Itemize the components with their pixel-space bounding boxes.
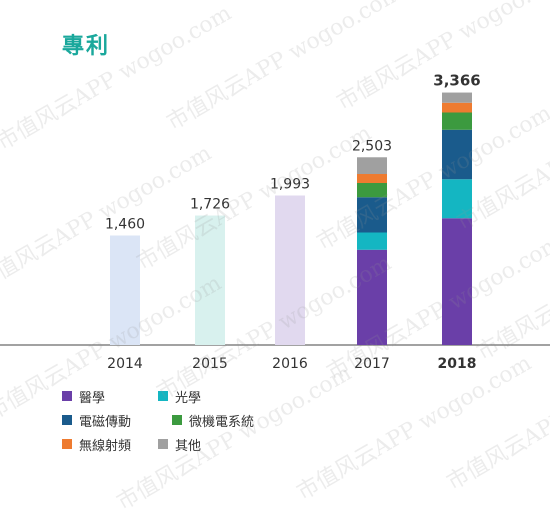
legend-swatch-2 bbox=[62, 415, 72, 425]
legend-label-2: 電磁傳動 bbox=[79, 414, 132, 430]
legend-swatch-5 bbox=[158, 439, 168, 449]
legend-swatch-3 bbox=[172, 415, 182, 425]
bar-segment-2017-0 bbox=[357, 249, 387, 345]
legend-swatch-4 bbox=[62, 439, 72, 449]
bar-segment-2017-3 bbox=[357, 183, 387, 198]
legend-label-0: 醫學 bbox=[79, 390, 106, 406]
legend-item-0: 醫學 bbox=[62, 386, 158, 406]
legend-item-5: 其他 bbox=[158, 434, 268, 454]
legend-item-4: 無線射頻 bbox=[62, 434, 158, 454]
x-tick-label-2018: 2018 bbox=[438, 356, 477, 372]
legend-label-5: 其他 bbox=[175, 438, 202, 454]
data-label-2014: 1,460 bbox=[105, 217, 145, 233]
data-label-2018: 3,366 bbox=[433, 72, 480, 90]
bar-segment-2018-0 bbox=[442, 218, 472, 345]
bar-segment-2017-2 bbox=[357, 197, 387, 233]
bar-segment-2018-1 bbox=[442, 179, 472, 219]
x-tick-label-2015: 2015 bbox=[192, 356, 228, 372]
bar-segment-2018-4 bbox=[442, 102, 472, 113]
bar-2015 bbox=[195, 215, 225, 345]
data-label-2015: 1,726 bbox=[190, 197, 230, 213]
x-tick-label-2016: 2016 bbox=[272, 356, 308, 372]
legend-label-3: 微機電系統 bbox=[189, 414, 255, 430]
legend: 醫學 光學電磁傳動 微機電系統無線射頻 其他 bbox=[62, 386, 362, 454]
legend-swatch-1 bbox=[158, 391, 168, 401]
data-label-2016: 1,993 bbox=[270, 177, 310, 193]
legend-item-1: 光學 bbox=[158, 386, 254, 406]
legend-item-3: 微機電系統 bbox=[172, 410, 268, 430]
bar-chart: 1,460 2014 1,726 2015 1,993 2016 2,503 2017 3,36… bbox=[0, 72, 550, 372]
x-tick-label-2014: 2014 bbox=[107, 356, 143, 372]
bar-segment-2018-5 bbox=[442, 92, 472, 103]
bar-segment-2017-4 bbox=[357, 174, 387, 183]
bar-2016 bbox=[275, 195, 305, 345]
bar-segment-2018-2 bbox=[442, 129, 472, 180]
legend-label-1: 光學 bbox=[175, 390, 202, 406]
legend-swatch-0 bbox=[62, 391, 72, 401]
bar-segment-2017-5 bbox=[357, 157, 387, 174]
data-label-2017: 2,503 bbox=[352, 138, 392, 154]
bar-segment-2018-3 bbox=[442, 112, 472, 130]
legend-item-2: 電磁傳動 bbox=[62, 410, 172, 430]
x-tick-label-2017: 2017 bbox=[354, 356, 390, 372]
chart-title: 專利 bbox=[62, 34, 111, 59]
bar-segment-2017-1 bbox=[357, 232, 387, 250]
bar-2014 bbox=[110, 235, 140, 345]
legend-label-4: 無線射頻 bbox=[79, 438, 132, 454]
